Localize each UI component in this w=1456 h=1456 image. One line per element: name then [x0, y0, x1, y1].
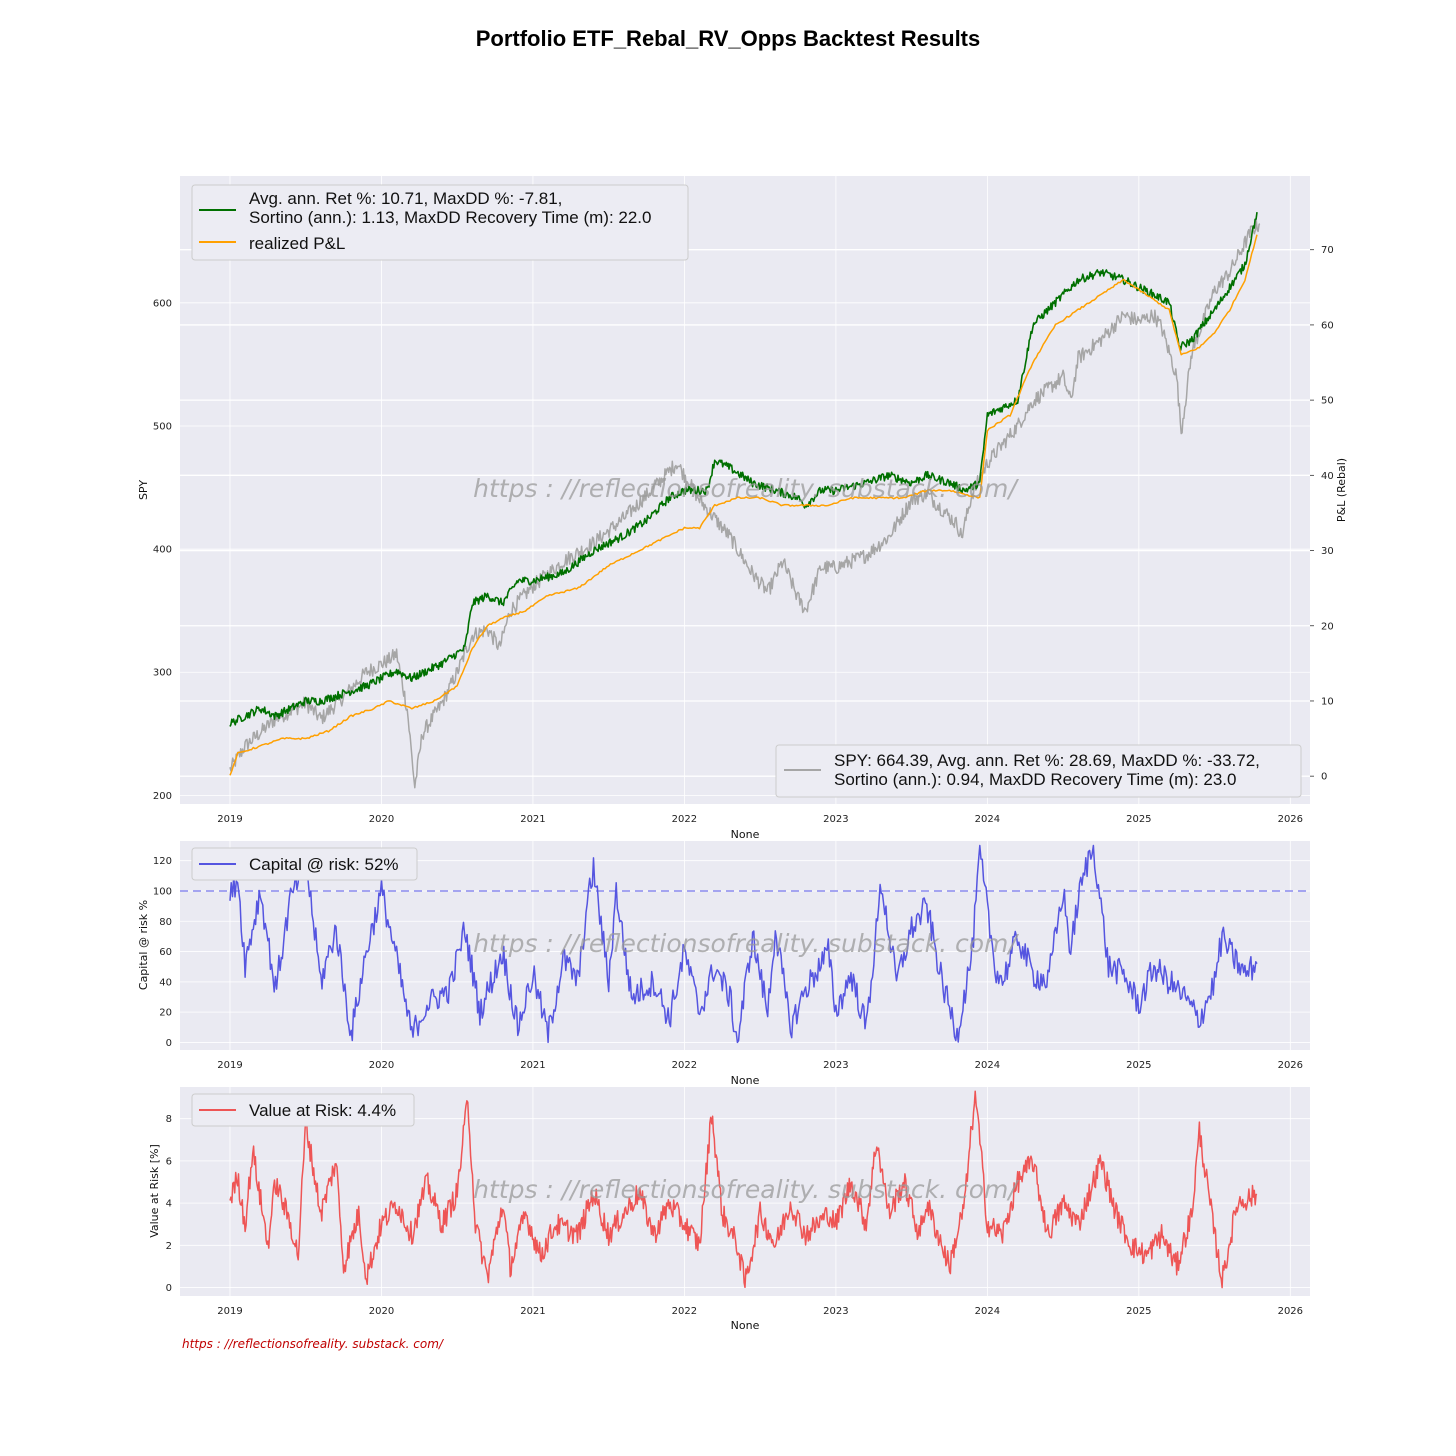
- main-panel: 2019 2020 2021 2022 2023 2024 2025 202620030040…: [137, 176, 1348, 841]
- x-tick-label: 2022: [672, 814, 697, 825]
- x-tick-label: 2024: [975, 1060, 1000, 1071]
- capital-x-axis-label: None: [731, 1074, 760, 1087]
- y-tick-label: 80: [159, 917, 172, 928]
- main-x-axis-label: None: [731, 828, 760, 841]
- x-tick-label: 2026: [1278, 1060, 1303, 1071]
- x-tick-label: 2020: [369, 1306, 394, 1317]
- capital-legend: Capital @ risk: 52%: [191, 847, 418, 881]
- y-tick-label: 200: [153, 791, 172, 802]
- y-tick-label: 300: [153, 668, 172, 679]
- capital-tick-labels: 2019 2020 2021 2022 2023 2024 2025 2026 0 20 40 60 8…: [153, 856, 1303, 1071]
- y-tick-label: 4: [166, 1199, 172, 1210]
- main-y-axis-label: SPY: [137, 480, 150, 500]
- main-watermark: https : //reflectionsofreality. substack…: [473, 474, 1019, 503]
- x-tick-label: 2023: [823, 1060, 848, 1071]
- var-tick-labels: 2019 2020 2021 2022 2023 2024 2025 2026 0 2 4 6 8: [166, 1114, 1303, 1317]
- y-tick-label: 0: [166, 1283, 172, 1294]
- right-y-tick-label: 50: [1321, 396, 1334, 407]
- x-tick-label: 2025: [1126, 814, 1151, 825]
- legend-var-label: Value at Risk: 4.4%: [249, 1101, 396, 1120]
- x-tick-label: 2021: [520, 1306, 545, 1317]
- y-tick-label: 500: [153, 421, 172, 432]
- capital-series-lines: [180, 844, 1310, 1044]
- right-y-tick-label: 30: [1321, 546, 1334, 557]
- x-tick-label: 2025: [1126, 1060, 1151, 1071]
- y-tick-label: 60: [159, 947, 172, 958]
- main-right-axis-label: P&L (Rebal): [1335, 458, 1348, 522]
- y-tick-label: 6: [166, 1156, 172, 1167]
- y-tick-label: 100: [153, 886, 172, 897]
- main-gridlines: [180, 176, 1310, 804]
- y-tick-label: 120: [153, 856, 172, 867]
- x-tick-label: 2026: [1278, 1306, 1303, 1317]
- x-tick-label: 2026: [1278, 814, 1303, 825]
- value-at-risk-line: [229, 1090, 1258, 1289]
- spy-legend-box: [775, 744, 1302, 798]
- capital-panel: 2019 2020 2021 2022 2023 2024 2025 2026 0 20 40 60 8…: [137, 841, 1310, 1087]
- capital-y-axis-label: Capital @ risk %: [137, 900, 150, 990]
- x-tick-label: 2023: [823, 814, 848, 825]
- var-legend-box: [191, 1093, 415, 1127]
- var-x-axis-label: None: [731, 1319, 760, 1332]
- var-series-lines: [229, 1090, 1258, 1289]
- right-y-tick-label: 60: [1321, 320, 1334, 331]
- x-tick-label: 2020: [369, 814, 394, 825]
- x-tick-label: 2021: [520, 814, 545, 825]
- y-tick-label: 40: [159, 977, 172, 988]
- x-tick-label: 2023: [823, 1306, 848, 1317]
- legend-spy-line2: Sortino (ann.): 0.94, MaxDD Recovery Tim…: [834, 770, 1236, 789]
- right-y-tick-label: 10: [1321, 696, 1334, 707]
- legend-realized-label: realized P&L: [249, 234, 345, 253]
- var-legend: Value at Risk: 4.4%: [191, 1093, 415, 1127]
- x-tick-label: 2019: [217, 1306, 242, 1317]
- legend-pnl-line2: Sortino (ann.): 1.13, MaxDD Recovery Tim…: [249, 208, 651, 227]
- spy-legend: SPY: 664.39, Avg. ann. Ret %: 28.69, Max…: [775, 744, 1302, 798]
- right-y-tick-label: 0: [1321, 772, 1327, 783]
- main-tick-labels: 2019 2020 2021 2022 2023 2024 2025 202620030040…: [153, 245, 1334, 825]
- pnl-line: [229, 211, 1258, 727]
- capital-legend-box: [191, 847, 418, 881]
- y-tick-label: 400: [153, 545, 172, 556]
- legend-pnl-line1: Avg. ann. Ret %: 10.71, MaxDD %: -7.81,: [249, 189, 562, 208]
- y-tick-label: 2: [166, 1241, 172, 1252]
- x-tick-label: 2020: [369, 1060, 394, 1071]
- right-y-tick-label: 70: [1321, 245, 1334, 256]
- var-panel: 2019 2020 2021 2022 2023 2024 2025 2026 0 2 4 6 8 Va…: [148, 1087, 1310, 1332]
- capital-watermark: https : //reflectionsofreality. substack…: [473, 929, 1019, 958]
- main-legend-box: [191, 184, 689, 261]
- x-tick-label: 2022: [672, 1306, 697, 1317]
- main-series-lines: [229, 211, 1261, 789]
- capital-at-risk-line: [229, 844, 1258, 1044]
- right-y-tick-label: 20: [1321, 621, 1334, 632]
- legend-capital-label: Capital @ risk: 52%: [249, 855, 399, 874]
- spy-line: [229, 218, 1261, 789]
- x-tick-label: 2019: [217, 1060, 242, 1071]
- footer-link[interactable]: https : //reflectionsofreality. substack…: [182, 1337, 445, 1351]
- var-y-axis-label: Value at Risk [%]: [148, 1144, 161, 1238]
- x-tick-label: 2025: [1126, 1306, 1151, 1317]
- x-tick-label: 2022: [672, 1060, 697, 1071]
- x-tick-label: 2021: [520, 1060, 545, 1071]
- main-legend: Avg. ann. Ret %: 10.71, MaxDD %: -7.81, …: [191, 184, 689, 261]
- right-y-tick-label: 40: [1321, 471, 1334, 482]
- chart-title: Portfolio ETF_Rebal_RV_Opps Backtest Res…: [476, 26, 981, 51]
- x-tick-label: 2019: [217, 814, 242, 825]
- y-tick-label: 8: [166, 1114, 172, 1125]
- y-tick-label: 600: [153, 298, 172, 309]
- y-tick-label: 20: [159, 1008, 172, 1019]
- realized-pnl-line: [229, 234, 1258, 776]
- legend-spy-line1: SPY: 664.39, Avg. ann. Ret %: 28.69, Max…: [834, 751, 1260, 770]
- var-watermark: https : //reflectionsofreality. substack…: [473, 1175, 1019, 1204]
- x-tick-label: 2024: [975, 814, 1000, 825]
- y-tick-label: 0: [166, 1038, 172, 1049]
- x-tick-label: 2024: [975, 1306, 1000, 1317]
